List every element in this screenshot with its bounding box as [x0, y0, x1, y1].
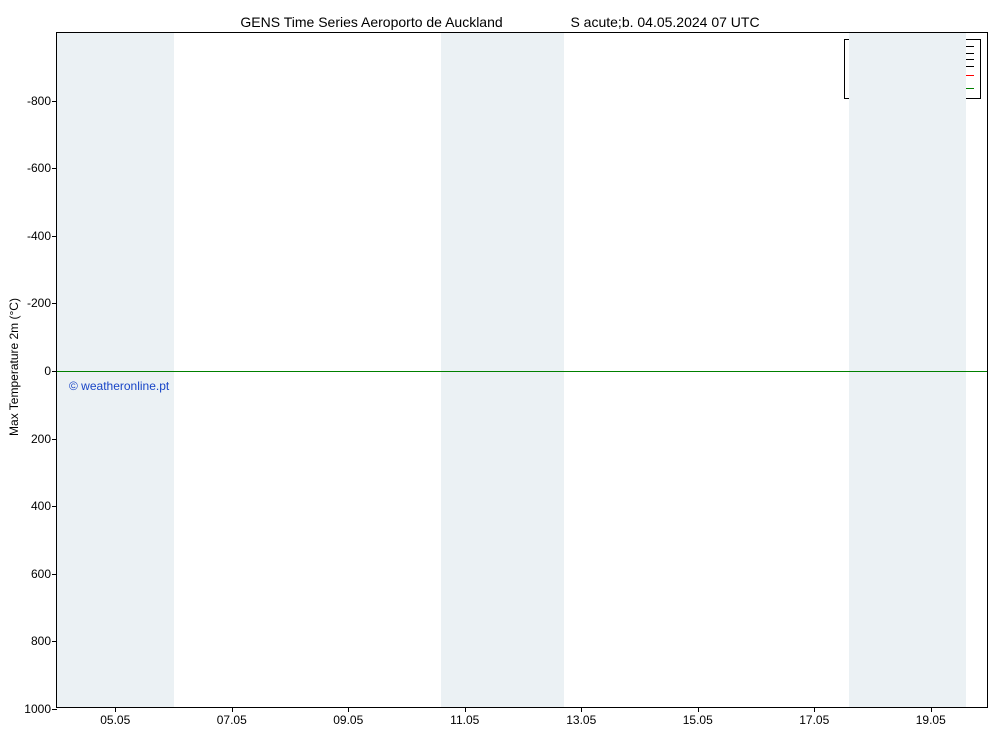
y-tick-mark: [52, 236, 57, 237]
shaded-band: [849, 33, 966, 707]
title-left: GENS Time Series Aeroporto de Auckland: [240, 14, 502, 30]
x-tick-label: 13.05: [566, 713, 596, 727]
shaded-band: [441, 33, 563, 707]
y-tick-mark: [52, 439, 57, 440]
x-tick-mark: [698, 707, 699, 712]
y-tick-label: -200: [27, 296, 51, 310]
x-tick-mark: [581, 707, 582, 712]
x-tick-label: 17.05: [799, 713, 829, 727]
y-tick-mark: [52, 709, 57, 710]
x-tick-label: 15.05: [683, 713, 713, 727]
x-tick-label: 05.05: [100, 713, 130, 727]
y-axis-label-text: Max Temperature 2m (°C): [7, 298, 21, 436]
chart-title-row: GENS Time Series Aeroporto de Auckland S…: [0, 14, 1000, 30]
y-tick-label: 0: [44, 364, 51, 378]
x-tick-label: 19.05: [916, 713, 946, 727]
title-right: S acute;b. 04.05.2024 07 UTC: [570, 14, 759, 30]
y-tick-label: 1000: [24, 702, 51, 716]
shaded-band: [57, 33, 174, 707]
x-tick-label: 09.05: [333, 713, 363, 727]
x-tick-mark: [814, 707, 815, 712]
y-tick-mark: [52, 371, 57, 372]
y-tick-label: -400: [27, 229, 51, 243]
y-tick-label: 800: [31, 634, 51, 648]
chart-container: GENS Time Series Aeroporto de Auckland S…: [0, 0, 1000, 733]
y-tick-mark: [52, 168, 57, 169]
y-tick-mark: [52, 101, 57, 102]
x-tick-mark: [465, 707, 466, 712]
x-tick-mark: [232, 707, 233, 712]
x-tick-mark: [348, 707, 349, 712]
x-tick-label: 11.05: [450, 713, 479, 727]
x-tick-mark: [115, 707, 116, 712]
y-tick-label: -800: [27, 94, 51, 108]
plot-area: min/maxDesvio padr tilde;oEnsemble mean …: [56, 32, 988, 708]
y-tick-mark: [52, 506, 57, 507]
y-tick-mark: [52, 303, 57, 304]
y-tick-label: -600: [27, 161, 51, 175]
y-tick-mark: [52, 574, 57, 575]
zero-line: [57, 371, 987, 372]
watermark: © weatheronline.pt: [69, 379, 169, 393]
y-tick-mark: [52, 641, 57, 642]
x-tick-label: 07.05: [217, 713, 247, 727]
y-tick-label: 600: [31, 567, 51, 581]
y-tick-label: 400: [31, 499, 51, 513]
y-tick-label: 200: [31, 432, 51, 446]
x-tick-mark: [931, 707, 932, 712]
